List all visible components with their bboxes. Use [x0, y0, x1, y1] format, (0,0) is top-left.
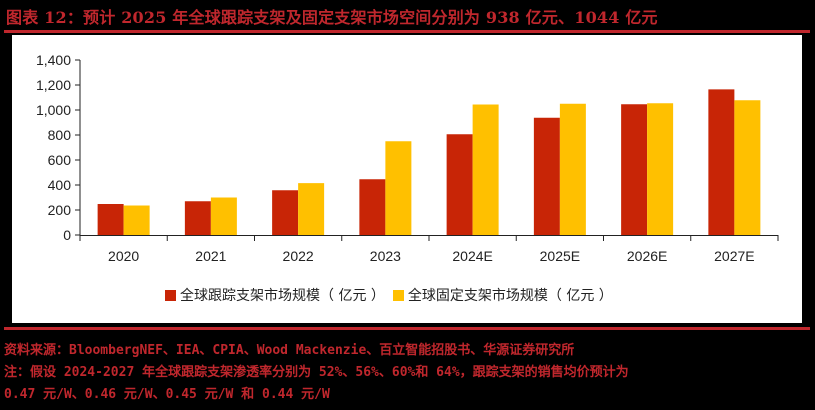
x-tick-label: 2027E [714, 248, 754, 264]
y-tick-label: 1,400 [36, 52, 71, 68]
y-tick-label: 400 [48, 177, 72, 193]
top-divider [4, 30, 810, 33]
y-tick-label: 0 [63, 227, 71, 243]
y-tick-label: 600 [48, 152, 72, 168]
bar [446, 134, 473, 235]
legend-swatch-fixed [392, 289, 404, 301]
assumption-note-line2: 0.47 元/W、0.46 元/W、0.45 元/W 和 0.44 元/W [4, 387, 330, 402]
bar [97, 204, 124, 235]
y-tick-label: 800 [48, 127, 72, 143]
x-tick-label: 2023 [370, 248, 401, 264]
bar [533, 117, 560, 235]
x-tick-label: 2021 [195, 248, 226, 264]
bar [734, 100, 761, 235]
bar [647, 103, 674, 235]
legend-item-fixed: 全球固定支架市场规模（ 亿元 ） [392, 285, 613, 305]
x-tick-label: 2022 [283, 248, 314, 264]
footnotes: 资料来源：BloombergNEF、IEA、CPIA、Wood Mackenzi… [4, 340, 629, 406]
bar [385, 141, 412, 235]
bar [472, 104, 499, 235]
bar [621, 104, 648, 235]
legend-label-fixed: 全球固定支架市场规模（ 亿元 ） [407, 288, 613, 304]
bar [210, 197, 237, 235]
legend-label-tracking: 全球跟踪支架市场规模（ 亿元 ） [180, 288, 385, 304]
bar [298, 183, 325, 235]
x-tick-label: 2026E [627, 248, 667, 264]
y-tick-label: 200 [48, 202, 72, 218]
bar [708, 89, 735, 235]
assumption-note-line1: 注：假设 2024-2027 年全球跟踪支架渗透率分别为 52%、56%、60%… [4, 365, 629, 380]
legend-item-tracking: 全球跟踪支架市场规模（ 亿元 ） [165, 285, 385, 305]
legend-swatch-tracking [165, 289, 176, 301]
y-tick-label: 1,000 [36, 102, 71, 118]
bottom-divider [4, 327, 810, 330]
source-note: 资料来源：BloombergNEF、IEA、CPIA、Wood Mackenzi… [4, 343, 575, 358]
figure-title: 图表 12：预计 2025 年全球跟踪支架及固定支架市场空间分别为 938 亿元… [6, 8, 658, 27]
x-tick-label: 2024E [452, 248, 492, 264]
x-axis: 2020 2021 2022 2023 2024E 2025E 2026E 2027E [79, 235, 779, 264]
y-tick-label: 1,200 [36, 77, 71, 93]
x-tick-label: 2025E [540, 248, 580, 264]
bar [184, 201, 211, 235]
y-axis: 0 200 400 600 800 1,000 1,200 1,400 [36, 52, 81, 243]
legend: 全球跟踪支架市场规模（ 亿元 ） 全球固定支架市场规模（ 亿元 ） [165, 285, 621, 305]
bar [272, 190, 299, 235]
x-tick-label: 2020 [108, 248, 139, 264]
bar [559, 103, 586, 235]
bar [359, 179, 386, 235]
bar [123, 205, 150, 235]
bar-series [97, 89, 761, 235]
